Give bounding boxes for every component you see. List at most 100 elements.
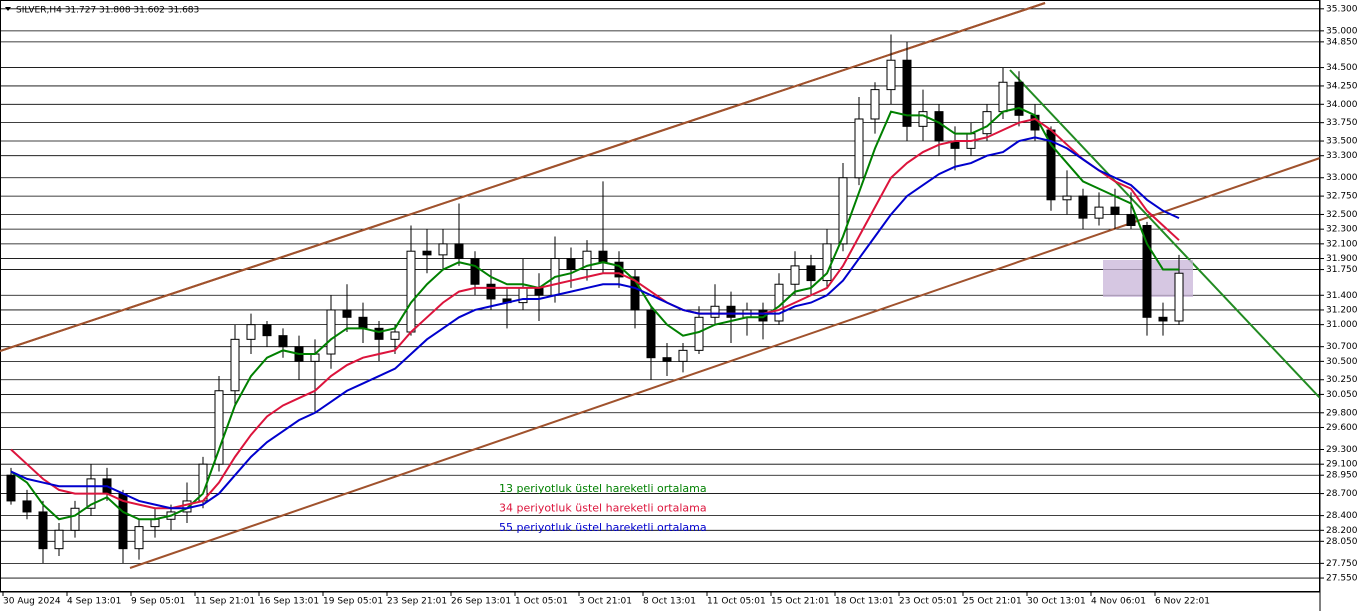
candle-body [694,316,704,351]
candle-body [486,283,496,300]
candle-body [662,357,672,362]
y-tick-label: 28.200 [1326,526,1358,536]
candle-body [374,327,384,340]
y-tick-label: 28.400 [1326,511,1358,521]
y-tick-label: 34.250 [1326,81,1358,91]
ma-line [10,106,1179,521]
y-tick-label: 31.200 [1326,305,1358,315]
x-tick-label: 30 Aug 2024 [3,597,61,607]
menu-arrow [5,7,11,11]
y-tick-label: 31.900 [1326,254,1358,264]
trend-line [1009,69,1321,399]
candle-body [326,309,336,355]
candle-body [438,243,448,256]
candle-body [54,529,64,550]
x-tick-label: 23 Sep 21:01 [387,597,447,607]
ma-line [10,117,1180,510]
trend-line [129,157,1321,569]
candle-body [678,349,688,362]
y-tick-label: 34.000 [1326,100,1358,110]
candle-body [582,250,592,271]
candle-body [710,305,720,318]
candle-body [1094,206,1104,219]
y-tick-label: 32.750 [1326,192,1358,202]
x-tick-label: 23 Oct 05:01 [899,597,958,607]
candle-body [566,258,576,271]
candle-body [454,243,464,260]
candle-body [1078,195,1088,219]
y-tick-label: 35.300 [1326,4,1358,14]
candle-body [1014,81,1024,116]
y-tick-label: 34.850 [1326,37,1358,47]
x-tick-label: 8 Oct 13:01 [643,597,696,607]
x-tick-label: 19 Sep 05:01 [323,597,383,607]
trend-line [0,2,1046,352]
candle-body [646,309,656,359]
legend-label: 55 periyotluk üstel hareketli ortalama [499,521,707,534]
x-tick-label: 18 Oct 13:01 [835,597,894,607]
candle-body [1142,224,1152,318]
y-tick-label: 33.750 [1326,118,1358,128]
y-tick-label: 27.750 [1326,559,1358,569]
candle-body [902,59,912,127]
grid [0,8,1320,579]
y-tick-label: 33.300 [1326,151,1358,161]
legend-label: 34 periyotluk üstel hareketli ortalama [499,502,707,515]
x-tick-label: 9 Sep 05:01 [131,597,185,607]
y-tick-label: 35.000 [1326,26,1358,36]
y-tick-label: 31.400 [1326,291,1358,301]
y-tick-label: 29.600 [1326,423,1358,433]
candle-body [406,250,416,333]
candle-body [230,338,240,392]
candle-body [262,324,272,337]
y-tick-label: 30.700 [1326,342,1358,352]
x-tick-label: 11 Oct 05:01 [707,597,766,607]
ma-line [10,136,1180,510]
candle-body [310,353,320,362]
chart-title: SILVER,H4 31.727 31.808 31.602 31.683 [16,6,199,16]
candle-body [1158,316,1168,322]
candle-body [6,474,16,502]
candle-body [134,526,144,550]
y-tick-label: 28.950 [1326,471,1358,481]
candle-body [22,500,32,513]
candle-body [1062,195,1072,201]
y-tick-label: 30.050 [1326,390,1358,400]
candle-body [422,250,432,256]
y-tick-label: 33.500 [1326,137,1358,147]
y-tick-label: 31.750 [1326,265,1358,275]
y-tick-label: 32.500 [1326,210,1358,220]
candle-body [1110,206,1120,215]
y-tick-label: 34.500 [1326,63,1358,73]
marks [6,34,1184,564]
candle-body [150,518,160,528]
candle-body [70,507,80,531]
x-tick-label: 25 Oct 21:01 [963,597,1022,607]
candle-body [1030,114,1040,131]
candle-body [214,390,224,465]
x-tick-label: 1 Oct 05:01 [515,597,568,607]
candle-body [886,59,896,91]
candle-body [534,287,544,296]
candle-body [806,265,816,282]
candle-body [998,81,1008,113]
candle-body [1126,213,1136,226]
candle-body [630,276,640,311]
y-tick-label: 32.300 [1326,225,1358,235]
x-tick-label: 3 Oct 21:01 [579,597,632,607]
candle-body [1174,272,1184,322]
candle-body [390,331,400,340]
candle-body [918,111,928,127]
candle-body [598,250,608,263]
x-tick-label: 30 Oct 13:01 [1027,597,1086,607]
candle-body [246,324,256,340]
x-tick-label: 4 Nov 06:01 [1091,597,1146,607]
candle-body [870,89,880,120]
y-tick-label: 31.000 [1326,320,1358,330]
x-tick-label: 6 Nov 22:01 [1155,597,1210,607]
candle-body [838,177,848,245]
x-tick-label: 26 Sep 13:01 [451,597,511,607]
y-tick-label: 28.050 [1326,537,1358,547]
legend-label: 13 periyotluk üstel hareketli ortalama [499,482,707,495]
